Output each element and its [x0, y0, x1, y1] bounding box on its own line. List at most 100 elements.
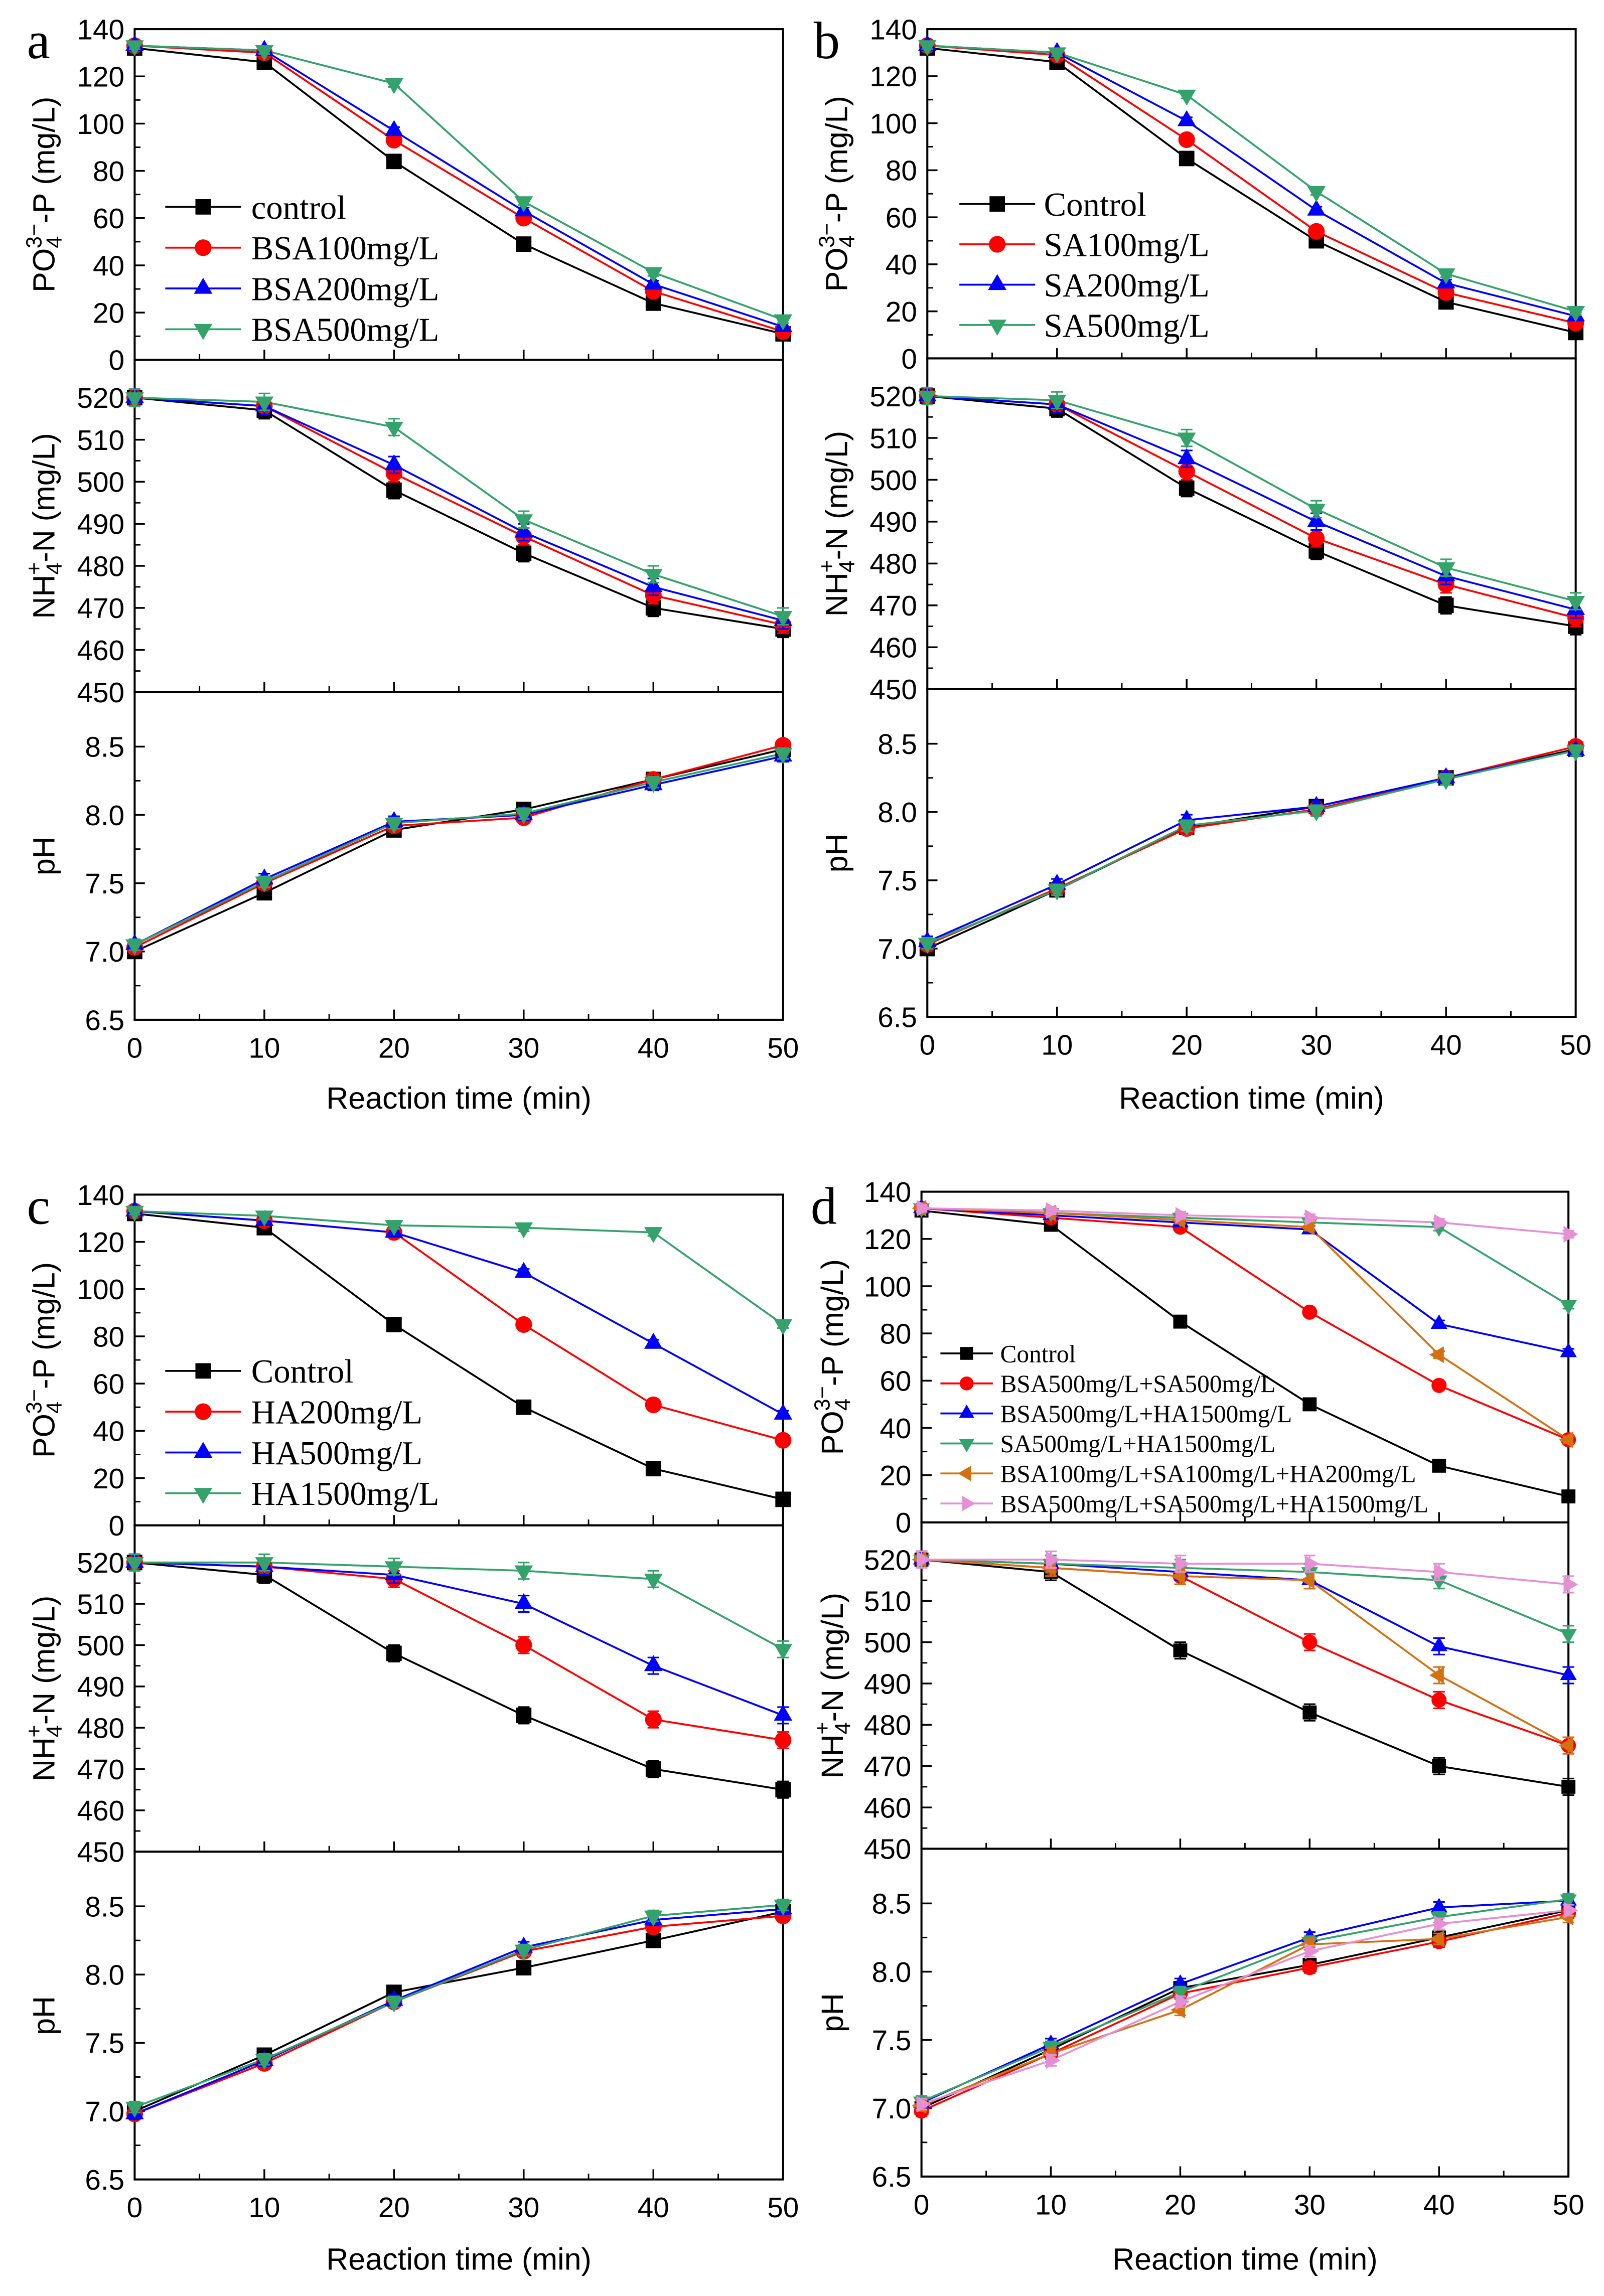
panel-d-nh4-n-y-tick-label: 460 — [864, 1792, 911, 1824]
panel-d-ph-y-tick-label: 7.0 — [872, 2093, 912, 2125]
panel-c-po4-p-series-2-point-4 — [644, 1332, 663, 1349]
panel-a-po4-p-series-3-point-5 — [774, 314, 793, 331]
panel-b-po4-p-y-tick-label: 40 — [886, 249, 917, 281]
panel-d-po4-p-series-1-line — [921, 1207, 1569, 1441]
panel-c-ph-y-tick-label: 8.5 — [85, 1891, 124, 1923]
panel-b-po4-p-series-3-point-2 — [1177, 89, 1196, 106]
panel-c-x-tick-label: 10 — [248, 2192, 280, 2224]
panel-d-po4-p-y-tick-label: 100 — [864, 1271, 911, 1303]
panel-d-po4-p-series-1-point-3 — [1302, 1304, 1318, 1320]
panel-b-nh4-n-series-0-line — [927, 395, 1576, 628]
panel-d-po4-p-subplot: 0 20 40 60 80 100 120 140 PO43−-P (mg/L) Control B… — [811, 1177, 1578, 1539]
panel-a-po4-p-series-3-point-3 — [514, 196, 533, 213]
y-axis-label-main: pH — [815, 1993, 849, 2032]
panel-d-po4-p-series-3-point-5 — [1560, 1300, 1577, 1315]
panel-b-po4-p-series-3-line — [927, 45, 1576, 313]
panel-b-po4-p-y-tick-label: 100 — [869, 108, 917, 140]
panel-d-po4-p-series-0-point-5 — [1561, 1489, 1576, 1504]
legend-entry-label: SA500mg/L+HA1500mg/L — [1000, 1430, 1275, 1458]
panel-b-ph-series-3-point-2 — [1177, 820, 1196, 837]
panel-a-po4-p-y-tick-label: 60 — [93, 203, 124, 235]
panel-c-ph-series-0-point-4 — [645, 1932, 661, 1948]
panel-d-nh4-n-series-0-point-5 — [1561, 1779, 1576, 1794]
panel-b-x-tick-label: 20 — [1171, 1030, 1203, 1061]
panel-d-ph-subplot: 6.5 7.0 7.5 8.0 8.5 pH 0 10 20 30 40 50 Reaction tim… — [815, 1848, 1584, 2276]
panel-d-x-tick-label: 50 — [1553, 2189, 1584, 2221]
panel-b-ph-y-tick-label: 7.5 — [878, 865, 917, 897]
panel-d-x-tick-label: 40 — [1423, 2189, 1455, 2221]
legend-marker — [958, 1466, 971, 1481]
panel-b-ph-series-2-line — [927, 749, 1576, 943]
y-axis-label-subscript: 4 — [835, 560, 859, 572]
panel-a-ph-subplot: 6.5 7.0 7.5 8.0 8.5 pH 0 10 20 30 40 50 Reaction tim… — [27, 691, 799, 1115]
panel-a-nh4-n-y-tick-label: 500 — [77, 467, 124, 499]
panel-c-nh4-n-y-tick-label: 460 — [77, 1795, 124, 1827]
y-axis-label-main: PO — [820, 247, 854, 291]
panel-c-nh4-n-subplot: 450 460 470 480 490 500 510 520 NH4+-N (mg/L) — [23, 1524, 793, 1869]
panel-d-po4-p-series-0-point-3 — [1302, 1397, 1317, 1412]
panel-c-ph-y-tick-label: 7.5 — [85, 2028, 124, 2060]
panel-a-po4-p-series-3-line — [134, 45, 784, 321]
panel-a-nh4-n-series-3-point-0 — [125, 392, 144, 409]
panel-a-nh4-n-series-2-point-2 — [384, 454, 403, 471]
panel-c-po4-p-series-1-point-3 — [515, 1316, 532, 1333]
legend-marker — [959, 1439, 974, 1453]
panel-a-po4-p-y-tick-label: 20 — [93, 297, 124, 329]
legend-marker — [195, 1403, 212, 1420]
panel-c-ph-y-tick-label: 8.0 — [85, 1960, 124, 1992]
panel-a-po4-p-series-2-point-2 — [384, 120, 403, 136]
panel-d-po4-p-series-0-point-2 — [1173, 1314, 1188, 1329]
panel-d-nh4-n-y-axis-label: NH4+-N (mg/L) — [811, 1593, 855, 1778]
panel-d-ph-series-5-point-2 — [1175, 1993, 1190, 2011]
panel-d-po4-p-y-tick-label: 80 — [880, 1318, 911, 1350]
panel-a-ph-y-tick-label: 8.5 — [85, 732, 124, 763]
panel-d-x-tick-label: 30 — [1294, 2189, 1326, 2221]
panel-b-po4-p-series-1-point-2 — [1178, 131, 1195, 148]
panel-d-nh4-n-series-3-line — [921, 1559, 1569, 1635]
panel-b-nh4-n-series-1-point-3 — [1308, 530, 1325, 547]
panel-d-po4-p-series-5-point-1 — [1046, 1202, 1061, 1219]
panel-a-ph-series-1-line — [134, 744, 784, 949]
panel-a-nh4-n-series-3-line — [134, 396, 784, 618]
panel-c-po4-p-series-0-point-5 — [775, 1491, 791, 1507]
legend-marker — [989, 236, 1006, 253]
panel-d-nh4-n-series-5-point-1 — [1046, 1551, 1061, 1568]
panel-b-ph-y-axis-label: pH — [820, 833, 854, 872]
panel-a-ph-series-3-point-4 — [644, 777, 663, 793]
panel-c-nh4-n-series-1-point-5 — [775, 1732, 792, 1749]
panel-a-nh4-n-series-3-point-3 — [514, 514, 533, 531]
panel-a-po4-p-y-tick-label: 100 — [77, 109, 124, 140]
panel-c-po4-p-series-1-point-4 — [645, 1396, 662, 1414]
panel-d-x-tick-label: 0 — [914, 2189, 930, 2221]
panel-c-letter: c — [27, 1177, 50, 1236]
panel-b-ph-series-3-point-0 — [918, 938, 937, 954]
legend-entry-label: HA200mg/L — [251, 1394, 422, 1431]
panel-d-nh4-n-series-1-point-4 — [1431, 1692, 1447, 1708]
panel-d-nh4-n-series-4-point-5 — [1558, 1737, 1573, 1754]
panel-c-po4-p-series-2-point-5 — [774, 1404, 793, 1420]
panel-d-nh4-n-series-0-point-3 — [1302, 1705, 1317, 1720]
panel-a-x-tick-label: 40 — [638, 1032, 669, 1064]
panel-c-ph-series-3-point-0 — [125, 2101, 144, 2118]
panel-c-nh4-n-series-2-point-5 — [774, 1705, 793, 1721]
panel-b-nh4-n-series-3-point-3 — [1307, 504, 1326, 520]
panel-c-ph-series-2-line — [134, 1908, 783, 2115]
panel-d-nh4-n-series-0-line — [921, 1559, 1569, 1788]
panel-c-po4-p-series-3-point-1 — [255, 1210, 274, 1227]
panel-c-po4-p-y-tick-label: 0 — [109, 1510, 125, 1542]
panel-d-ph-y-tick-label: 7.5 — [872, 2025, 912, 2057]
panel-b-nh4-n-y-tick-label: 460 — [869, 633, 917, 664]
y-axis-label-superscript: 3− — [815, 223, 839, 248]
panel-a-nh4-n-series-0-point-2 — [386, 482, 402, 498]
panel-a-po4-p-subplot: 0 20 40 60 80 100 120 140 PO43−-P (mg/L) control B… — [23, 14, 793, 377]
legend-entry-label: BSA200mg/L — [251, 270, 440, 308]
panel-b-po4-p-y-tick-label: 0 — [901, 344, 917, 375]
panel-b-nh4-n-series-3-point-1 — [1048, 395, 1067, 411]
panel-c-ph-series-3-line — [134, 1904, 783, 2108]
panel-a-po4-p-series-0-point-3 — [516, 236, 532, 252]
panel-c-nh4-n-series-0-point-5 — [775, 1782, 791, 1798]
panel-b-x-tick-label: 10 — [1041, 1030, 1073, 1061]
